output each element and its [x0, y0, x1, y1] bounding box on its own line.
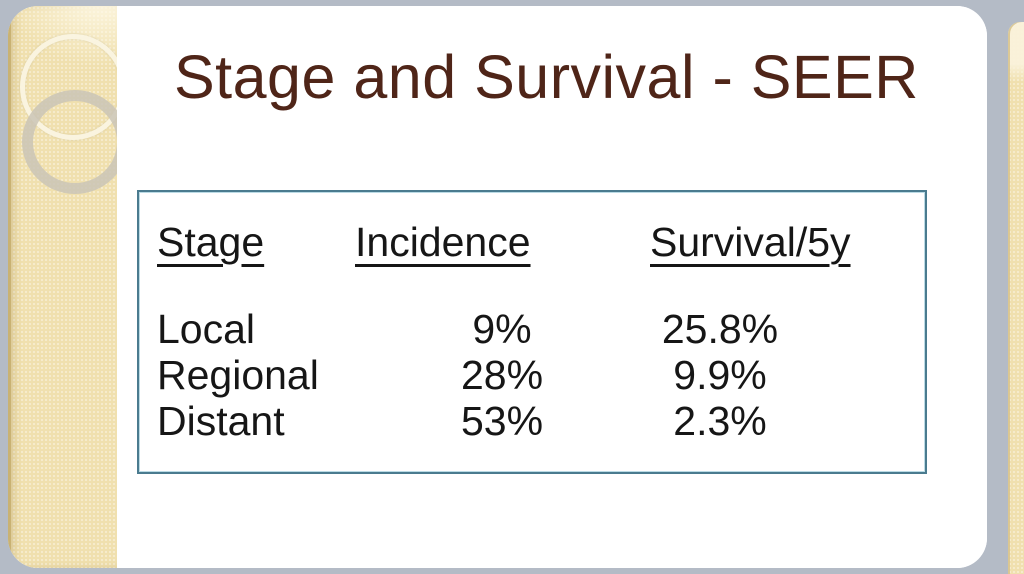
- slide-canvas: Stage and Survival - SEER Stage Incidenc…: [8, 6, 987, 568]
- table-row: Regional 28% 9.9%: [139, 352, 925, 398]
- table-row: Local 9% 25.8%: [139, 306, 925, 352]
- slide-sidebar-decoration: [8, 6, 117, 568]
- incidence-cell: 53%: [460, 398, 544, 444]
- incidence-cell-wrap: 28%: [355, 352, 575, 398]
- stats-table: Stage Incidence Survival/5y Local 9% 25.…: [137, 190, 927, 474]
- slide-title: Stage and Survival - SEER: [174, 43, 919, 111]
- incidence-cell-wrap: 53%: [355, 398, 575, 444]
- incidence-cell: 28%: [460, 352, 544, 398]
- table-spacer: [139, 266, 925, 306]
- survival-cell: 2.3%: [673, 398, 767, 444]
- stage-cell: Local: [157, 306, 256, 352]
- incidence-cell-wrap: 9%: [355, 306, 575, 352]
- slide-content: Stage and Survival - SEER Stage Incidenc…: [117, 6, 987, 568]
- survival-cell: 25.8%: [661, 306, 779, 352]
- header-cell-survival: Survival/5y: [575, 218, 925, 266]
- survival-cell: 9.9%: [673, 352, 767, 398]
- survival-cell-wrap: 2.3%: [575, 398, 925, 444]
- adjacent-slide-edge: [1008, 22, 1024, 574]
- stage-cell: Distant: [157, 398, 285, 444]
- stage-cell: Regional: [157, 352, 319, 398]
- table-header-row: Stage Incidence Survival/5y: [139, 218, 925, 266]
- column-header-incidence: Incidence: [355, 219, 531, 265]
- header-cell-stage: Stage: [139, 218, 355, 266]
- header-cell-incidence: Incidence: [355, 218, 575, 266]
- survival-cell-wrap: 25.8%: [575, 306, 925, 352]
- incidence-cell: 9%: [472, 306, 532, 352]
- column-header-survival: Survival/5y: [650, 219, 851, 265]
- table-row: Distant 53% 2.3%: [139, 398, 925, 444]
- decorative-ring-gray: [22, 90, 117, 194]
- survival-cell-wrap: 9.9%: [575, 352, 925, 398]
- column-header-stage: Stage: [157, 219, 265, 265]
